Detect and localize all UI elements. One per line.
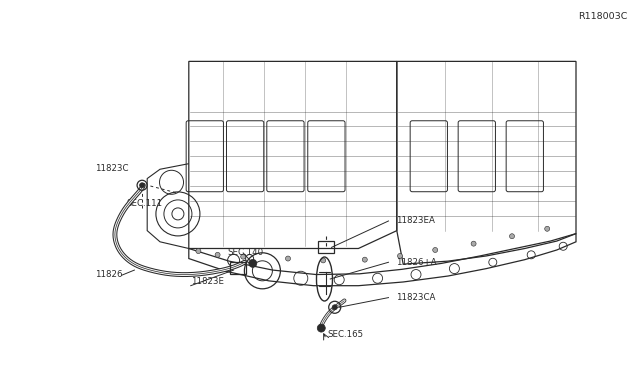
Text: 11823C: 11823C bbox=[95, 164, 128, 173]
Text: SEC.140: SEC.140 bbox=[227, 248, 263, 257]
Circle shape bbox=[332, 305, 337, 310]
Circle shape bbox=[285, 256, 291, 261]
Circle shape bbox=[321, 258, 326, 263]
Text: SEC.111: SEC.111 bbox=[127, 199, 163, 208]
Text: SEC.165: SEC.165 bbox=[328, 330, 364, 339]
Text: 11826+A: 11826+A bbox=[396, 258, 436, 267]
Circle shape bbox=[196, 248, 201, 254]
Circle shape bbox=[140, 183, 145, 188]
Circle shape bbox=[509, 234, 515, 239]
Circle shape bbox=[362, 257, 367, 262]
Circle shape bbox=[317, 324, 325, 332]
Circle shape bbox=[249, 259, 257, 267]
Text: R118003C: R118003C bbox=[578, 12, 627, 21]
Circle shape bbox=[241, 254, 246, 259]
Text: 11826: 11826 bbox=[95, 270, 122, 279]
Circle shape bbox=[471, 241, 476, 246]
Circle shape bbox=[215, 252, 220, 257]
Text: 11823CA: 11823CA bbox=[396, 293, 435, 302]
Text: 11823E: 11823E bbox=[191, 277, 224, 286]
Circle shape bbox=[433, 247, 438, 253]
Circle shape bbox=[545, 226, 550, 231]
Text: 11823EA: 11823EA bbox=[396, 217, 435, 225]
Circle shape bbox=[397, 253, 403, 259]
